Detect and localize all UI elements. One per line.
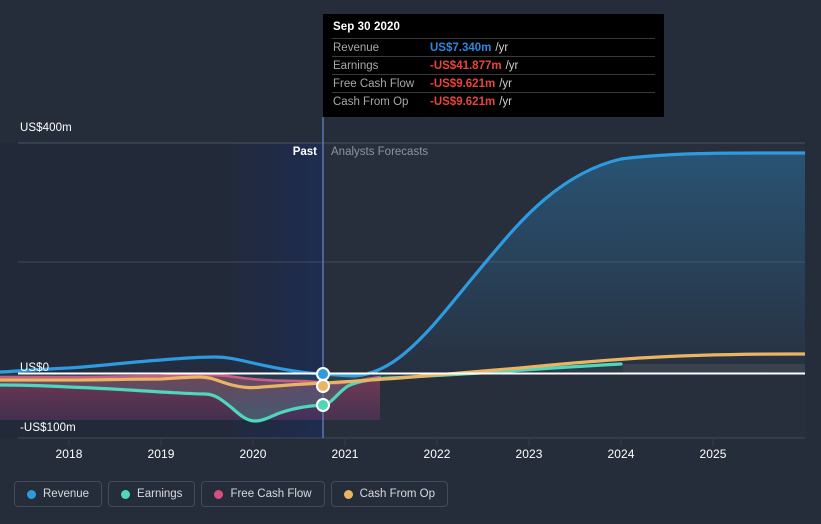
tooltip-unit-earnings: /yr [505, 59, 519, 72]
y-axis-label-minus100m: -US$100m [20, 422, 76, 434]
chart-legend: Revenue Earnings Free Cash Flow Cash Fro… [14, 481, 449, 507]
x-axis-label-2025: 2025 [699, 447, 727, 461]
vertical-tick-guides [68, 438, 714, 446]
x-axis-label-2018: 2018 [55, 447, 83, 461]
revenue-color-dot-icon [27, 489, 36, 499]
legend-label-revenue: Revenue [43, 488, 90, 500]
tooltip-unit-free-cash-flow: /yr [499, 77, 512, 90]
y-axis-label-400m: US$400m [20, 122, 72, 134]
legend-item-earnings[interactable]: Earnings [108, 481, 196, 507]
cash-from-op-color-dot-icon [343, 489, 353, 499]
earnings-color-dot-icon [121, 489, 131, 499]
tooltip-row-earnings: Earnings -US$41.877m /yr [332, 56, 655, 74]
tooltip-label-free-cash-flow: Free Cash Flow [333, 77, 415, 90]
legend-label-earnings: Earnings [137, 488, 183, 500]
x-axis-label-2019: 2019 [147, 447, 175, 461]
x-axis-label-2020: 2020 [239, 447, 267, 461]
tooltip-value-cash-from-op: -US$9.621m [430, 95, 496, 108]
tooltip-row-cash-from-op: Cash From Op -US$9.621m /yr [332, 92, 655, 110]
forecast-period-label: Analysts Forecasts [331, 146, 429, 158]
marker-earnings[interactable] [316, 398, 330, 412]
legend-item-revenue[interactable]: Revenue [14, 481, 103, 507]
hover-tooltip: Sep 30 2020 Revenue US$7.340m /yr Earnin… [323, 14, 664, 117]
legend-item-cash-from-op[interactable]: Cash From Op [330, 481, 449, 507]
tooltip-row-free-cash-flow: Free Cash Flow -US$9.621m /yr [332, 74, 655, 92]
tooltip-unit-cash-from-op: /yr [499, 95, 512, 108]
tooltip-label-cash-from-op: Cash From Op [333, 95, 409, 108]
free-cash-flow-color-dot-icon [214, 489, 224, 499]
tooltip-date-title: Sep 30 2020 [333, 21, 400, 33]
marker-cash-from-op[interactable] [316, 379, 330, 393]
legend-label-cash-from-op: Cash From Op [359, 488, 436, 500]
tooltip-unit-revenue: /yr [495, 41, 509, 54]
x-axis-label-2022: 2022 [423, 447, 451, 461]
tooltip-value-revenue: US$7.340m [430, 41, 492, 54]
legend-item-free-cash-flow[interactable]: Free Cash Flow [201, 481, 325, 507]
past-period-label: Past [292, 146, 317, 158]
revenue-area [0, 153, 805, 376]
legend-label-free-cash-flow: Free Cash Flow [230, 488, 312, 500]
tooltip-row-revenue: Revenue US$7.340m /yr [332, 38, 655, 56]
x-axis-label-2024: 2024 [607, 447, 635, 461]
x-axis-label-2023: 2023 [515, 447, 543, 461]
tooltip-label-revenue: Revenue [333, 41, 380, 54]
x-axis-label-2021: 2021 [331, 447, 359, 461]
tooltip-value-earnings: -US$41.877m [430, 59, 502, 72]
cash-from-op-line [0, 352, 805, 390]
forecast-grey-band [623, 364, 805, 374]
y-axis-label-0: US$0 [20, 362, 50, 374]
tooltip-label-earnings: Earnings [333, 59, 379, 72]
marker-revenue[interactable] [316, 367, 330, 381]
tooltip-value-free-cash-flow: -US$9.621m [430, 77, 496, 90]
